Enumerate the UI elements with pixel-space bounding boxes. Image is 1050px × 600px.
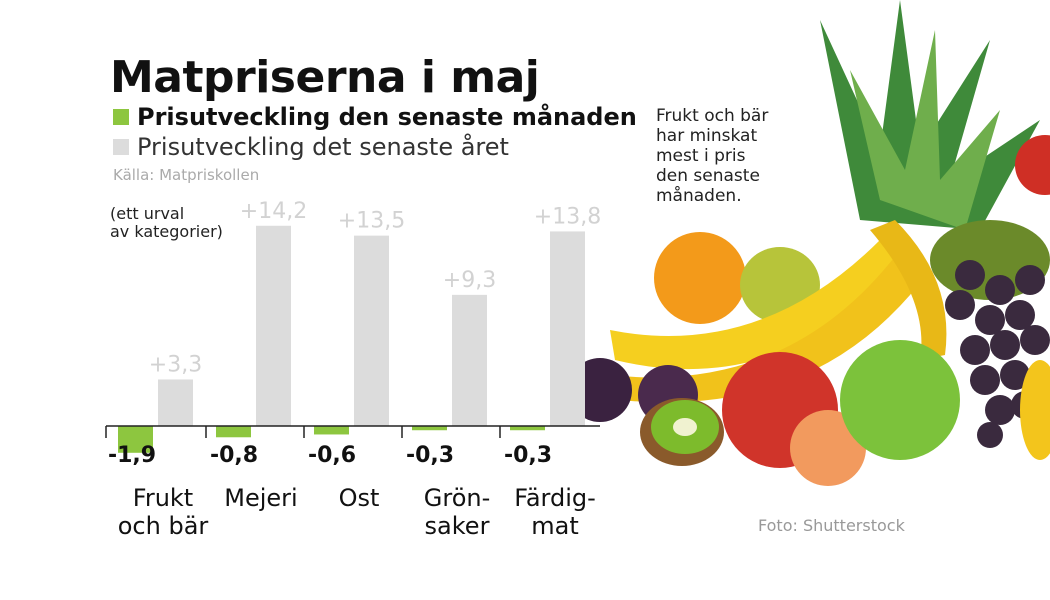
data-label-month: -0,3 xyxy=(406,443,454,468)
bar-year xyxy=(354,235,389,426)
category-label: Färdig-mat xyxy=(514,484,596,540)
fruit-photo xyxy=(568,0,1050,486)
chart-title: Matpriserna i maj xyxy=(110,52,540,103)
bar-year xyxy=(158,379,193,426)
bar-month xyxy=(118,426,153,453)
selection-note: (ett urval av kategorier) xyxy=(110,204,223,241)
grapes-icon xyxy=(945,260,1050,448)
legend-label-year: Prisutveckling det senaste året xyxy=(137,133,509,161)
bar-year xyxy=(452,294,487,426)
category-label: Ost xyxy=(339,484,380,512)
legend-item-month: Prisutveckling den senaste månaden xyxy=(113,103,637,131)
legend-swatch-month xyxy=(113,109,129,125)
kiwi-icon xyxy=(640,398,724,466)
banana-icon-2 xyxy=(1020,360,1050,460)
legend-swatch-year xyxy=(113,139,129,155)
orange-icon xyxy=(654,232,746,324)
bar-year xyxy=(256,225,291,426)
legend-item-year: Prisutveckling det senaste året xyxy=(113,133,509,161)
data-label-year: +13,5 xyxy=(338,209,405,234)
data-label-month: -0,8 xyxy=(210,443,258,468)
bar-month xyxy=(216,426,251,438)
red-apple-icon-2 xyxy=(1015,135,1050,195)
data-label-year: +3,3 xyxy=(149,352,202,377)
bar-month xyxy=(510,426,545,431)
data-label-month: -0,3 xyxy=(504,443,552,468)
bar-month xyxy=(412,426,447,431)
data-label-year: +13,8 xyxy=(534,204,601,229)
green-apple-icon xyxy=(840,340,960,460)
source-text: Källa: Matpriskollen xyxy=(113,166,260,184)
category-label: Mejeri xyxy=(224,484,297,512)
bar-year xyxy=(550,231,585,426)
peach-icon xyxy=(790,410,866,486)
category-label: Grön-saker xyxy=(424,484,491,540)
chart-annotation: Frukt och bär har minskat mest i pris de… xyxy=(656,106,769,206)
bar-month xyxy=(314,426,349,435)
data-label-year: +9,3 xyxy=(443,268,496,293)
data-label-month: -1,9 xyxy=(108,443,156,468)
photo-credit: Foto: Shutterstock xyxy=(758,516,905,535)
data-label-year: +14,2 xyxy=(240,199,307,224)
data-label-month: -0,6 xyxy=(308,443,356,468)
legend-label-month: Prisutveckling den senaste månaden xyxy=(137,103,637,131)
category-label: Frukt och bär xyxy=(118,484,209,540)
